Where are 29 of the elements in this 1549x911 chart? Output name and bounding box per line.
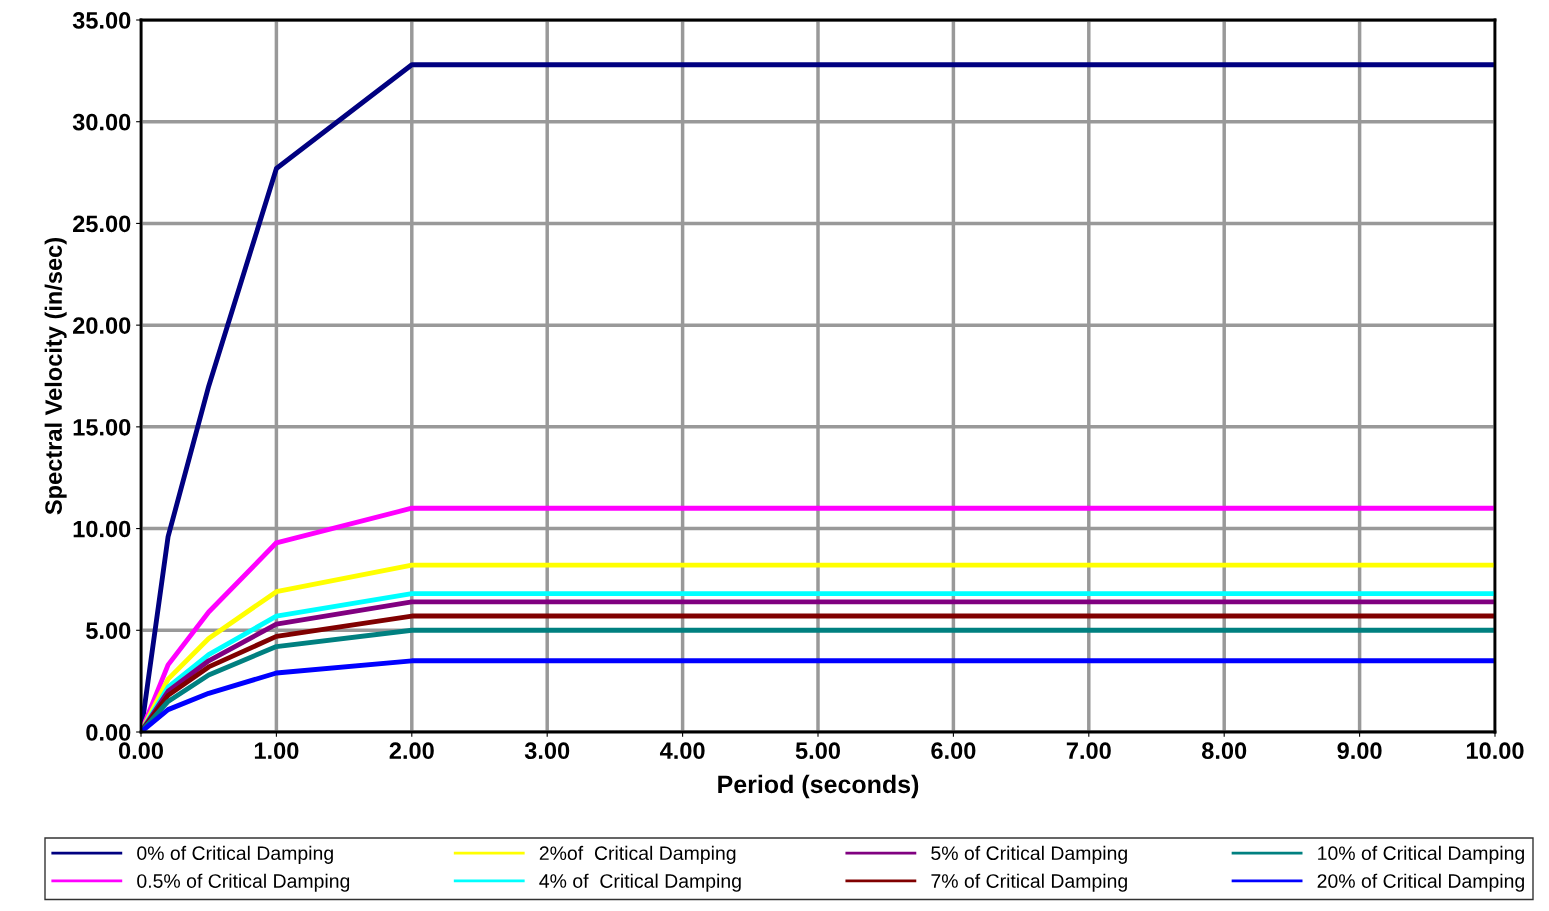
legend-label: 0.5% of Critical Damping <box>137 873 350 892</box>
y-axis-title: Spectral Velocity (in/sec) <box>44 238 67 515</box>
legend-label: 10% of Critical Damping <box>1318 845 1524 864</box>
legend-label: 0% of Critical Damping <box>137 845 333 864</box>
x-tick-label: 2.00 <box>389 742 434 760</box>
legend-label: 20% of Critical Damping <box>1317 873 1524 892</box>
x-tick-label: 6.00 <box>931 742 976 760</box>
x-tick-label: 4.00 <box>659 742 705 760</box>
x-tick-label: 9.00 <box>1337 742 1382 760</box>
y-tick-label: 35.00 <box>72 12 131 29</box>
x-tick-label: 1.00 <box>254 742 299 760</box>
legend-label: 5% of Critical Damping <box>931 845 1127 864</box>
y-tick-label: 0.00 <box>86 724 131 741</box>
x-axis-title: Period (seconds) <box>718 774 919 799</box>
x-tick-label: 8.00 <box>1201 742 1247 760</box>
x-tick-label: 3.00 <box>524 742 570 760</box>
y-tick-label: 30.00 <box>72 113 131 131</box>
legend-label: 4% of Critical Damping <box>539 873 741 892</box>
x-tick-label: 10.00 <box>1466 742 1524 760</box>
x-tick-label: 7.00 <box>1066 742 1111 760</box>
y-tick-label: 5.00 <box>86 622 131 640</box>
y-tick-label: 20.00 <box>73 317 131 334</box>
y-tick-label: 15.00 <box>73 418 131 436</box>
legend-label: 2%of Critical Damping <box>539 845 736 864</box>
y-tick-label: 10.00 <box>73 520 131 538</box>
x-tick-label: 5.00 <box>795 742 841 760</box>
x-tick-label: 0.00 <box>118 742 164 760</box>
legend-label: 7% of Critical Damping <box>931 873 1127 892</box>
y-tick-label: 25.00 <box>73 215 131 233</box>
